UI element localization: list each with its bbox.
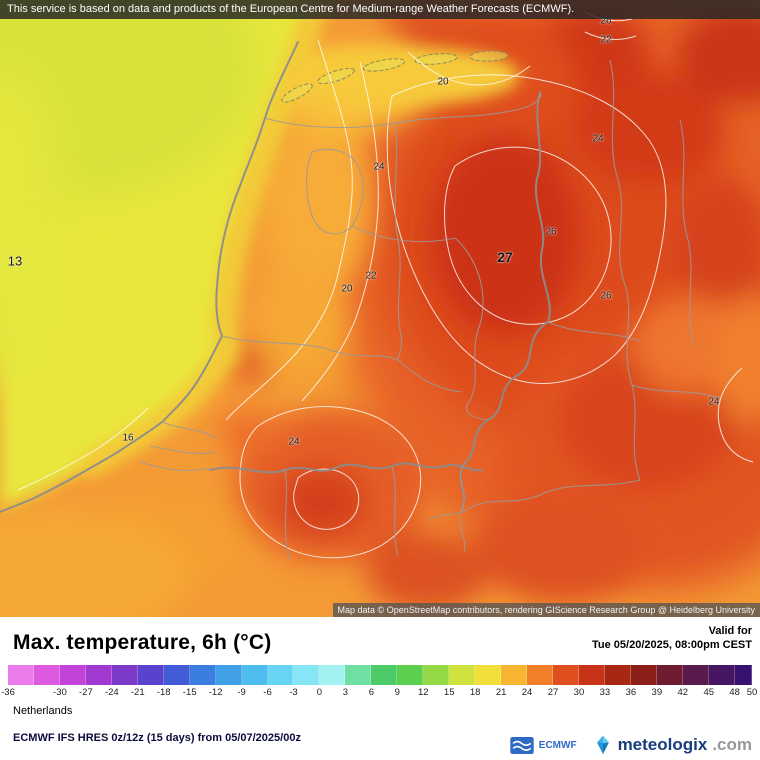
colorbar-segment: [708, 665, 735, 685]
attribution-text: Map data © OpenStreetMap contributors, r…: [337, 605, 755, 615]
colorbar-segment: [189, 665, 216, 685]
colorbar-tick: 42: [677, 687, 689, 698]
colorbar-segment: [8, 665, 34, 685]
colorbar-tick: 27: [547, 687, 559, 698]
colorbar-segment: [475, 665, 502, 685]
colorbar-tick: 30: [573, 687, 585, 698]
ecmwf-logo[interactable]: ECMWF: [510, 736, 577, 754]
meteologix-logo-text: meteologix: [617, 735, 708, 754]
colorbar-tick: -9: [237, 687, 246, 698]
colorbar-tick: -12: [208, 687, 223, 698]
colorbar-tick: 45: [703, 687, 715, 698]
colorbar-segment: [553, 665, 579, 685]
region-borders: [139, 59, 721, 561]
colorbar-segment: [137, 665, 164, 685]
ecmwf-logo-text: ECMWF: [538, 739, 577, 751]
colorbar-tick: -6: [263, 687, 272, 698]
banner-text: This service is based on data and produc…: [7, 3, 575, 15]
colorbar-tick: 6: [368, 687, 374, 698]
colorbar-segment: [527, 665, 554, 685]
colorbar-segment: [397, 665, 424, 685]
colorbar-segment: [734, 665, 752, 685]
colorbar-segment: [656, 665, 683, 685]
meteologix-gem-icon: [596, 735, 609, 755]
meteologix-logo-suffix: .com: [712, 735, 752, 754]
colorbar-segment: [163, 665, 190, 685]
colorbar-segment: [449, 665, 476, 685]
legend-panel: Max. temperature, 6h (°C) Valid for Tue …: [0, 617, 760, 760]
colorbar-segment: [682, 665, 709, 685]
colorbar-segment: [578, 665, 605, 685]
colorbar-tick-labels: -36 -30 -27 -24 -21 -18 -15 -12 -9 -6 -3 0 3 6 9 12 15 18…: [1, 687, 757, 699]
colorbar-tick: 18: [469, 687, 481, 698]
colorbar-tick: -3: [289, 687, 298, 698]
colorbar-segment: [59, 665, 86, 685]
colorbar-tick: -18: [156, 687, 171, 698]
colorbar-segment: [345, 665, 372, 685]
colorbar-segment: [267, 665, 294, 685]
ecmwf-service-banner: This service is based on data and produc…: [0, 0, 760, 19]
colorbar-segment: [111, 665, 138, 685]
colorbar-segment: [371, 665, 398, 685]
colorbar-tick: 36: [625, 687, 637, 698]
ecmwf-wave-icon: [510, 736, 534, 754]
colorbar-segment: [423, 665, 450, 685]
colorbar-segment: [293, 665, 320, 685]
colorbar-tick: -36: [1, 687, 15, 698]
colorbar-segment: [85, 665, 112, 685]
valid-time-block: Valid for Tue 05/20/2025, 08:00pm CEST: [592, 624, 752, 652]
colorbar-segment: [33, 665, 60, 685]
meteologix-logo[interactable]: meteologix .com: [593, 735, 752, 755]
colorbar-tick: -27: [78, 687, 93, 698]
colorbar-segment: [215, 665, 242, 685]
colorbar-segment: [604, 665, 631, 685]
colorbar-tick: 9: [394, 687, 400, 698]
colorbar-tick: 33: [599, 687, 611, 698]
colorbar-segment: [241, 665, 268, 685]
colorbar-tick: 39: [651, 687, 663, 698]
colorbar-tick: -30: [53, 687, 67, 698]
model-run-info: ECMWF IFS HRES 0z/12z (15 days) from 05/…: [13, 732, 301, 744]
isotherm-contours: [17, 11, 754, 559]
colorbar-segment: [319, 665, 346, 685]
weather-map[interactable]: 13 26 22 20 24 24 26 27 26 22 20 16 24 24 This servic…: [0, 0, 760, 617]
wadden-islands: [281, 50, 509, 103]
colorbar-tick: 12: [417, 687, 429, 698]
colorbar-tick: 24: [521, 687, 533, 698]
colorbar-tick: 21: [495, 687, 507, 698]
colorbar-segment: [630, 665, 657, 685]
temperature-colorbar: [8, 665, 752, 685]
colorbar-segment: [501, 665, 528, 685]
map-attribution: Map data © OpenStreetMap contributors, r…: [332, 603, 760, 617]
map-title: Max. temperature, 6h (°C): [13, 631, 272, 654]
colorbar-tick: -15: [182, 687, 197, 698]
valid-for-label: Valid for: [708, 625, 752, 637]
valid-time: Tue 05/20/2025, 08:00pm CEST: [592, 639, 752, 651]
colorbar-tick: 50: [746, 687, 758, 698]
map-basemap: [0, 0, 760, 617]
colorbar-tick: 15: [443, 687, 455, 698]
colorbar-tick: 0: [316, 687, 323, 698]
region-label: Netherlands: [13, 705, 73, 717]
colorbar-tick: -21: [130, 687, 145, 698]
country-borders: [0, 41, 551, 513]
colorbar-tick: 3: [342, 687, 349, 698]
colorbar-tick: -24: [104, 687, 119, 698]
colorbar-tick: 48: [729, 687, 740, 698]
logo-row: ECMWF meteologix .com: [510, 735, 752, 755]
